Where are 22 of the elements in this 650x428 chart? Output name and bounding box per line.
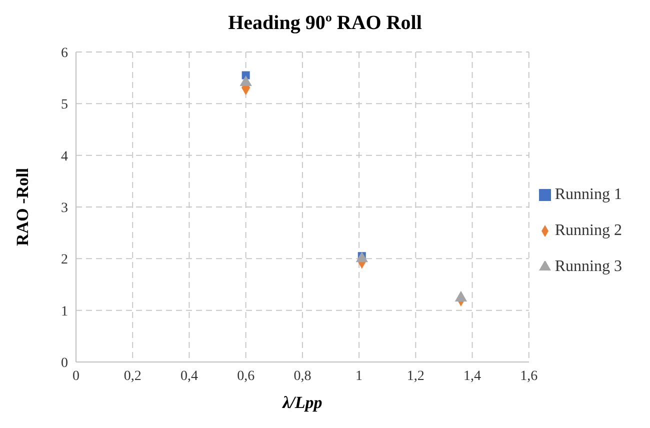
chart-title: Heading 90º RAO Roll — [227, 11, 423, 36]
y-tick-label: 4 — [61, 149, 68, 164]
x-tick-label: 0,4 — [180, 368, 198, 384]
x-tick-label: 0 — [72, 368, 80, 384]
legend-label: Running 1 — [554, 186, 622, 203]
y-tick-label: 3 — [61, 200, 68, 216]
y-axis-title: RAO -Roll — [13, 168, 32, 246]
x-tick-label: 1,6 — [520, 368, 538, 384]
y-tick-label: 2 — [61, 252, 68, 268]
x-tick-label: 1 — [356, 368, 363, 384]
x-tick-label: 0,8 — [294, 368, 312, 384]
y-tick-label: 0 — [61, 356, 68, 371]
x-tick-label: 1,4 — [464, 368, 482, 384]
x-tick-label: 0,6 — [237, 368, 255, 384]
y-tick-label: 6 — [61, 46, 68, 61]
x-tick-label: 1,2 — [406, 368, 424, 384]
x-axis-title: λ/Lpp — [282, 393, 322, 412]
x-tick-label: 0,2 — [124, 368, 142, 384]
y-tick-label: 1 — [61, 304, 68, 320]
y-tick-label: 5 — [61, 98, 68, 113]
legend-label: Running 3 — [554, 258, 622, 275]
legend-label: Running 2 — [554, 222, 622, 239]
